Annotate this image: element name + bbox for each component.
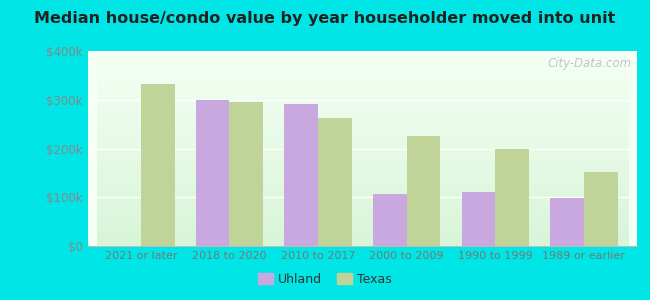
Bar — [495, 149, 529, 246]
Bar — [584, 172, 618, 246]
Bar — [141, 84, 175, 246]
Text: City-Data.com: City-Data.com — [547, 57, 632, 70]
Bar — [550, 198, 584, 246]
Text: Median house/condo value by year householder moved into unit: Median house/condo value by year househo… — [34, 11, 616, 26]
Bar — [462, 192, 495, 246]
Bar — [285, 103, 318, 246]
Bar — [407, 136, 440, 246]
Bar — [229, 102, 263, 246]
Bar — [196, 100, 229, 246]
Legend: Uhland, Texas: Uhland, Texas — [253, 268, 397, 291]
Bar — [373, 194, 407, 246]
Bar — [318, 118, 352, 246]
